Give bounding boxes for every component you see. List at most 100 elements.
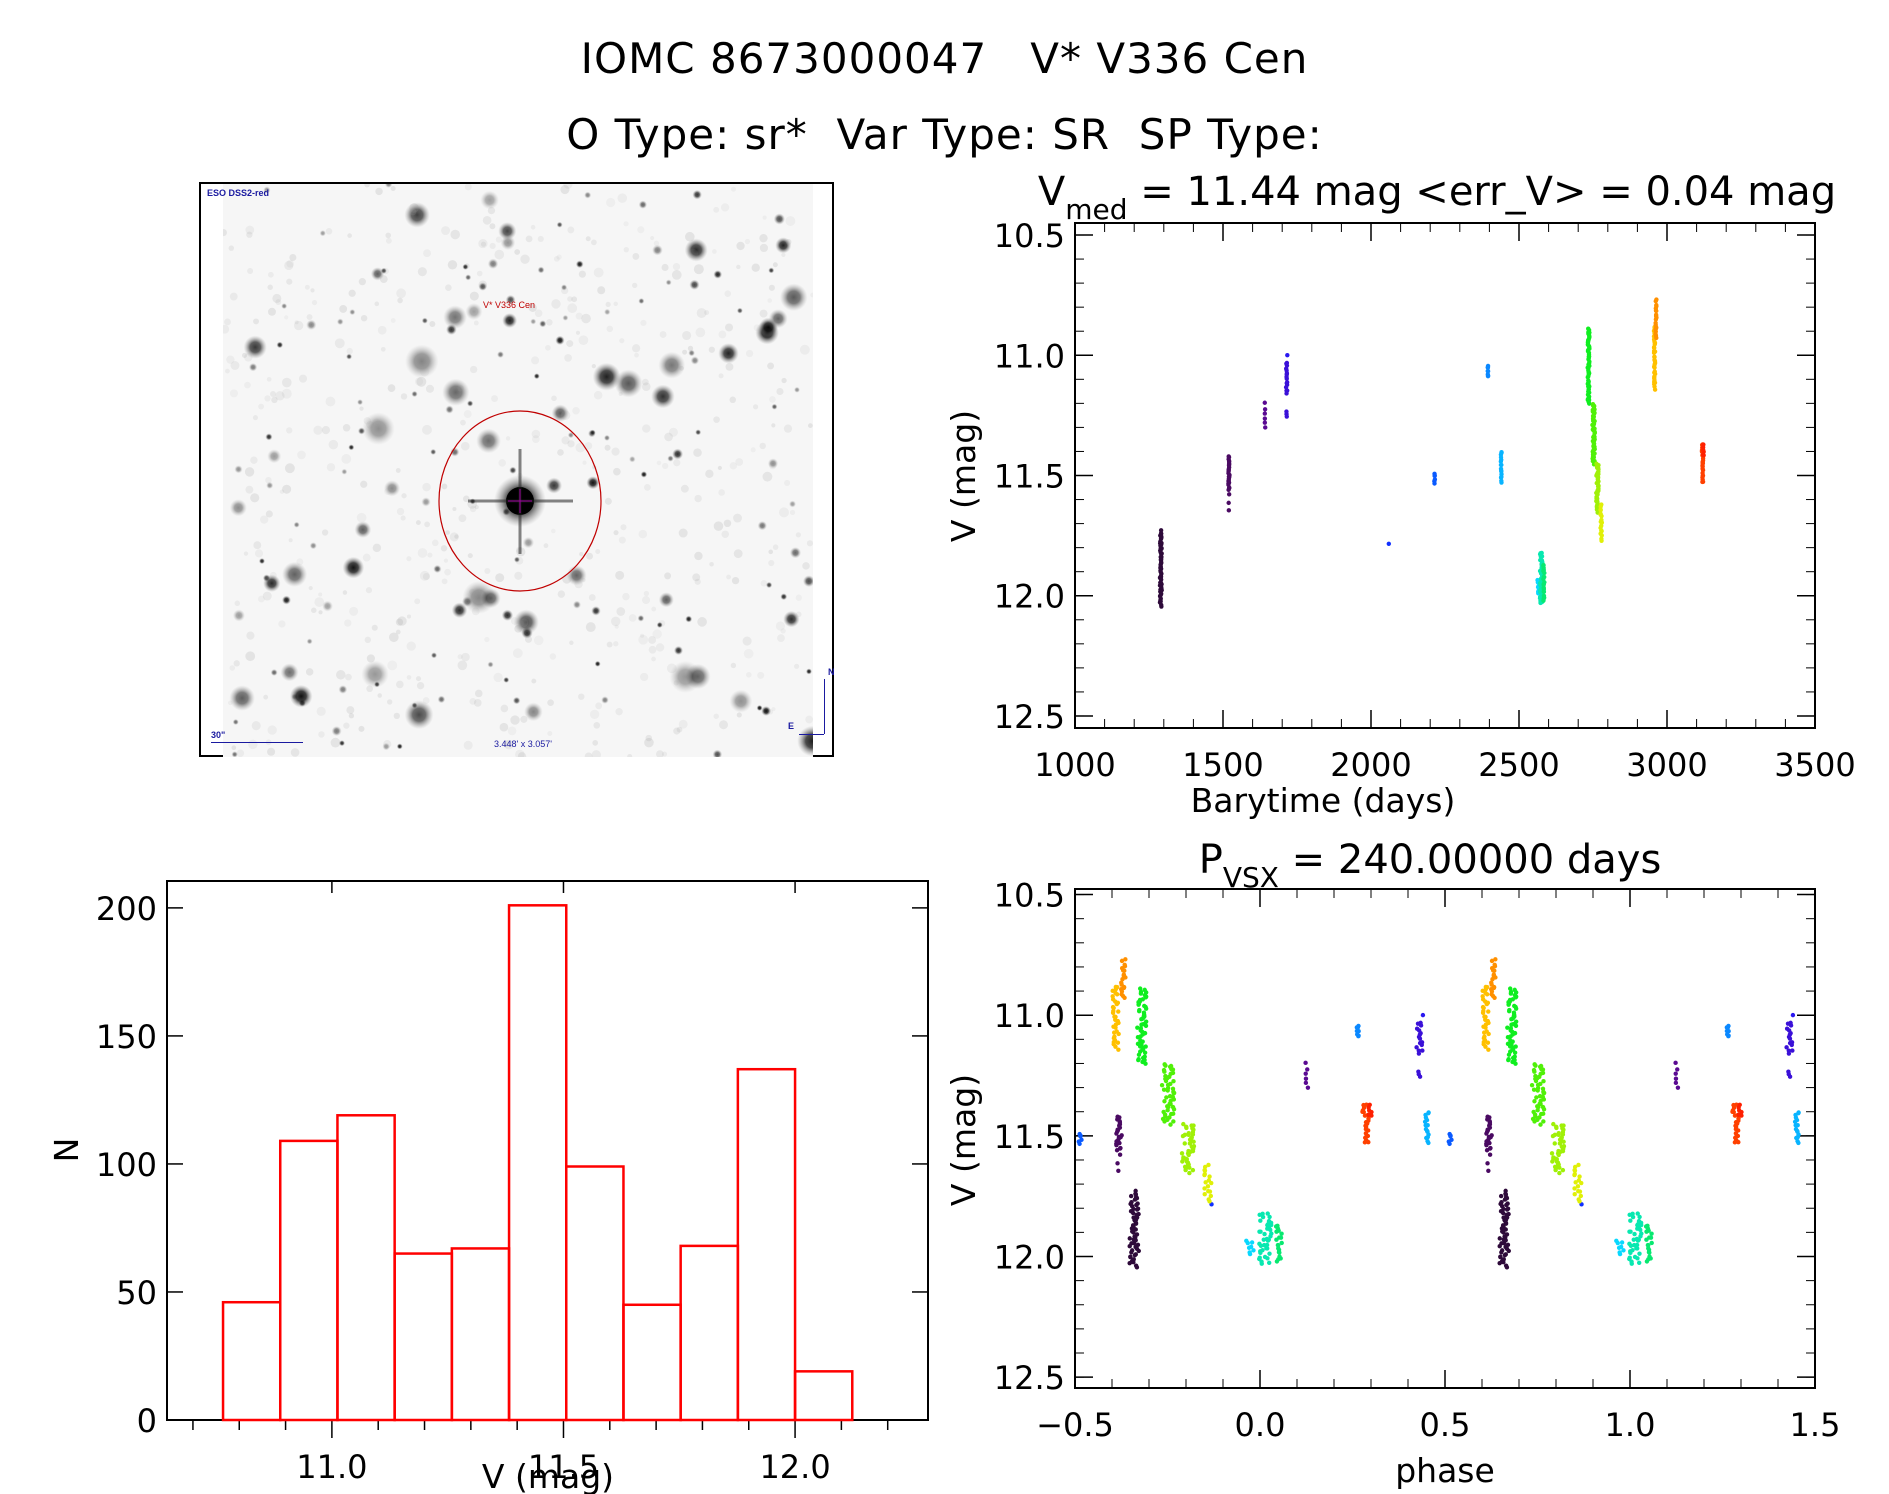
lightcurve-point	[1652, 330, 1657, 336]
phased-point	[1134, 1202, 1139, 1208]
phased-point	[1419, 1040, 1425, 1045]
phased-point	[1116, 1168, 1121, 1173]
lightcurve-point	[1485, 365, 1491, 370]
field-star	[783, 610, 800, 628]
phased-point	[1112, 1037, 1118, 1043]
lightcurve-point	[1432, 473, 1437, 479]
lightcurve-point	[1598, 531, 1603, 536]
phased-point	[1558, 1139, 1564, 1144]
phased-point	[1675, 1085, 1681, 1090]
histogram-ylabel: N	[47, 1138, 86, 1163]
sky-noise	[250, 493, 260, 503]
lightcurve-point	[1700, 453, 1705, 458]
phased-point	[1786, 1069, 1791, 1074]
field-star	[306, 319, 317, 331]
lightcurve-point	[1594, 473, 1599, 478]
sky-noise	[441, 483, 448, 490]
lightcurve-point	[1499, 478, 1504, 483]
phased-point	[1736, 1108, 1742, 1113]
sky-noise	[463, 495, 470, 503]
field-star	[713, 270, 723, 279]
lightcurve-point	[1284, 374, 1289, 380]
phased-point	[1114, 1148, 1120, 1153]
phased-point	[1733, 1126, 1739, 1132]
lightcurve-point	[1159, 585, 1164, 591]
sky-noise	[619, 338, 625, 344]
sky-noise	[487, 206, 496, 215]
phased-point	[1129, 1199, 1134, 1205]
field-star	[421, 497, 431, 507]
sky-noise	[406, 556, 412, 562]
phased-point	[1492, 963, 1498, 969]
lightcurve-point	[1226, 469, 1231, 474]
lightcurve-point	[1592, 418, 1597, 424]
lightcurve-point	[1599, 528, 1604, 533]
sky-noise	[779, 507, 789, 518]
sky-noise	[409, 203, 419, 213]
sky-noise	[525, 235, 533, 243]
phased-point	[1618, 1244, 1624, 1250]
phased-point	[1268, 1227, 1273, 1233]
phased-point	[1577, 1189, 1583, 1194]
sky-noise	[275, 299, 282, 306]
sky-noise	[613, 641, 619, 647]
phased-point	[1168, 1071, 1173, 1077]
sky-noise	[585, 622, 596, 633]
lightcurve-point	[1598, 504, 1603, 509]
y-tick-label: 12.5	[994, 698, 1065, 736]
figure-title-object-types: O Type: sr* Var Type: SR SP Type:	[566, 110, 1323, 159]
sky-noise	[269, 571, 277, 579]
phased-point	[1484, 1141, 1489, 1147]
phased-point	[1114, 1001, 1120, 1007]
phased-point	[1207, 1189, 1213, 1194]
field-star	[771, 403, 778, 410]
phased-point	[1111, 1030, 1117, 1035]
phased-point	[1184, 1159, 1190, 1164]
sky-noise	[604, 497, 612, 505]
y-tick-label: 150	[96, 1018, 157, 1056]
phased-point	[1110, 988, 1115, 994]
sky-noise	[572, 406, 580, 415]
lightcurve-point	[1652, 324, 1657, 330]
lightcurve-point	[1585, 365, 1590, 370]
sky-noise	[685, 231, 695, 242]
field-star	[601, 696, 609, 704]
phased-point	[1117, 1152, 1123, 1157]
sky-noise	[759, 233, 768, 243]
plot-frame	[1074, 888, 1816, 1389]
phased-point	[1490, 993, 1496, 999]
lightcurve-point	[1498, 455, 1504, 460]
phased-point	[1482, 1034, 1487, 1039]
phased-point	[1420, 1012, 1426, 1018]
phased-point	[1190, 1126, 1195, 1131]
sky-noise	[463, 410, 472, 419]
phased-point	[1733, 1120, 1739, 1125]
phased-point	[1483, 1014, 1488, 1020]
phased-point	[1143, 994, 1149, 999]
phased-point	[1513, 1004, 1518, 1010]
phased-point	[1498, 1201, 1503, 1207]
lightcurve-point	[1651, 345, 1657, 351]
compass-east-label: E	[788, 721, 795, 731]
sky-noise	[750, 447, 756, 453]
field-star	[556, 221, 563, 228]
phased-point	[1630, 1247, 1635, 1253]
x-tick-label: 12.0	[759, 1448, 830, 1486]
lightcurve-point	[1653, 313, 1659, 319]
lightcurve-point	[1652, 375, 1657, 381]
phased-point	[1507, 999, 1513, 1004]
phased-point	[1363, 1131, 1369, 1136]
phased-point	[1509, 1022, 1514, 1027]
phased-point	[1486, 1020, 1491, 1026]
lightcurve-point	[1541, 568, 1546, 574]
sky-noise	[574, 579, 583, 589]
sky-noise	[697, 617, 707, 627]
lightcurve-point	[1652, 365, 1657, 370]
y-tick-label: 11.0	[994, 997, 1065, 1035]
phased-point	[1510, 1039, 1515, 1044]
sky-noise	[365, 587, 373, 594]
phased-point	[1648, 1235, 1654, 1240]
sky-noise	[771, 707, 776, 712]
field-star	[658, 592, 674, 608]
lightcurve-point	[1699, 449, 1705, 454]
